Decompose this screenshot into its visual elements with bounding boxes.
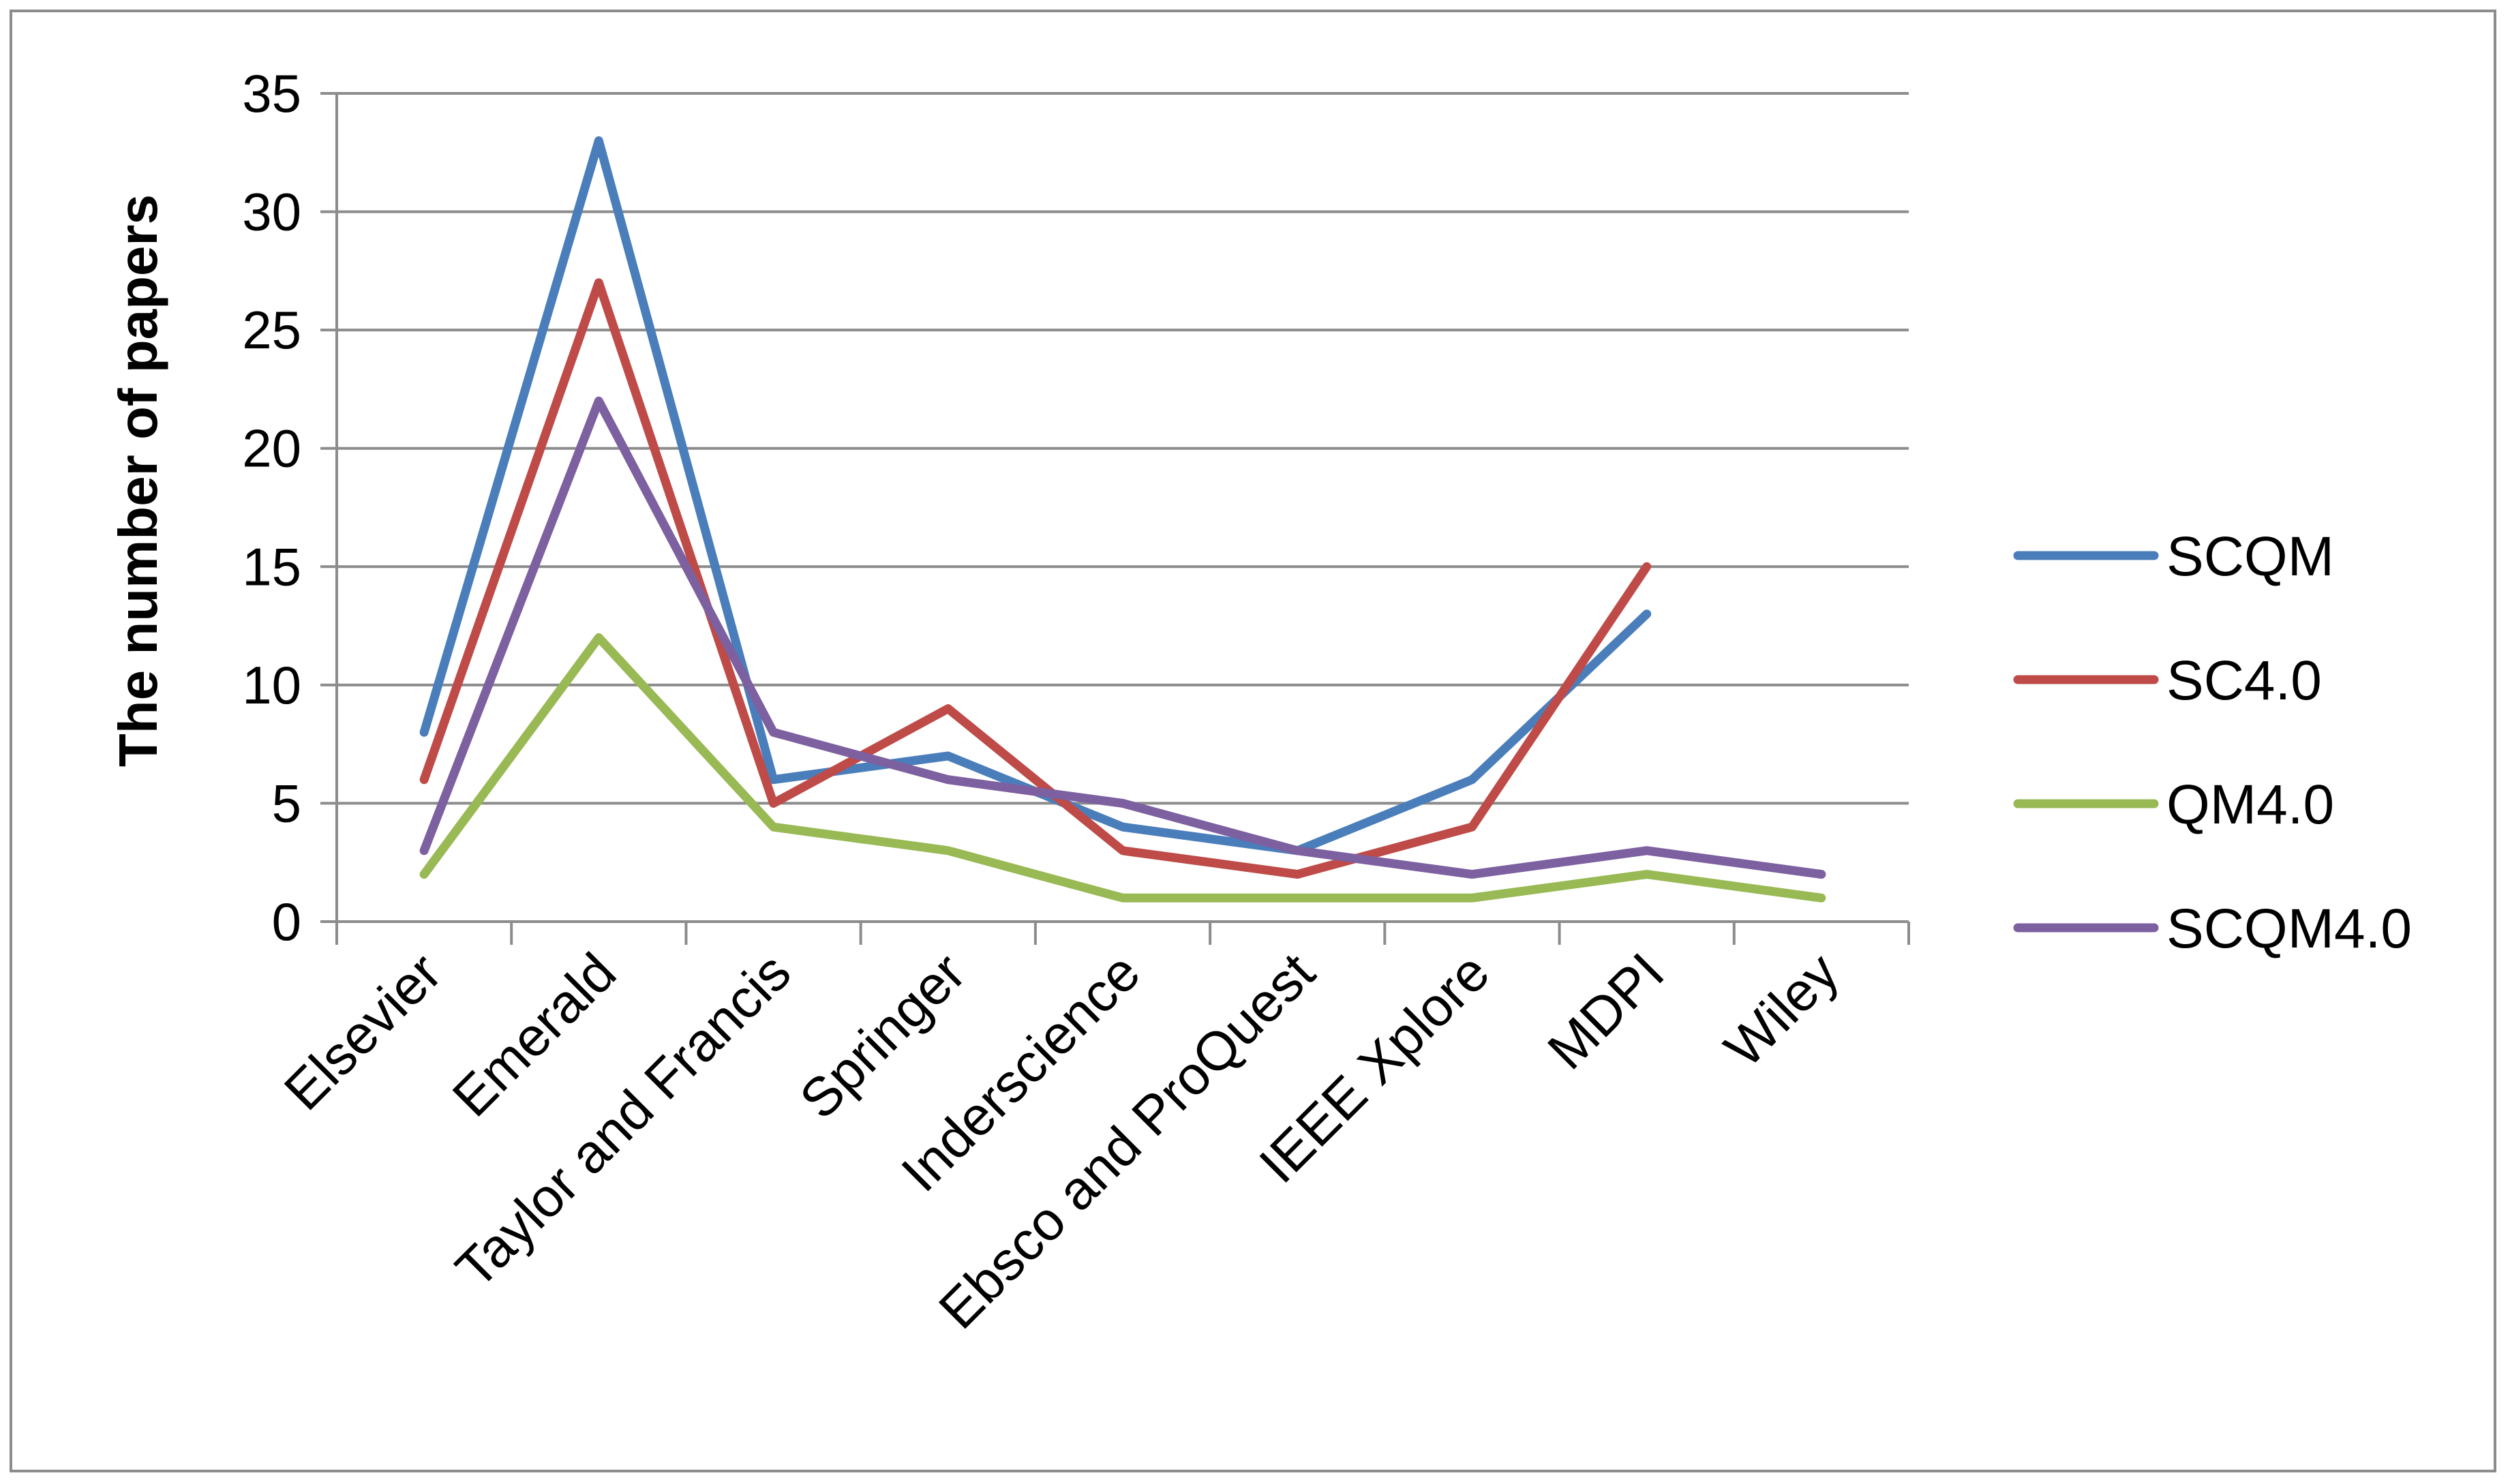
legend-label: SC4.0 [2166,650,2322,712]
y-tick-label: 35 [242,63,301,123]
series-line-scqm [419,136,1652,855]
x-tick-label: Elsevier [273,941,453,1121]
y-tick-label: 20 [242,419,301,479]
legend: SCQM SC4.0 QM4.0 SCQM4.0 [2013,526,2412,960]
legend-label: SCQM [2166,526,2334,588]
gridlines [337,92,1909,805]
x-tick-label: MDPI [1536,941,1675,1080]
y-tick-label: 30 [242,182,301,242]
y-tick-label: 10 [242,655,301,715]
y-tick-label: 0 [272,892,301,952]
y-tick-label: 15 [242,536,301,596]
y-tick-label: 5 [272,773,301,833]
x-tick-label: Wiley [1713,941,1850,1078]
series-line-scqm4-0 [419,396,1826,879]
y-tick-label: 25 [242,300,301,360]
y-axis-title: The number of papers [108,194,168,767]
series-lines [419,136,1826,903]
chart-frame [10,10,2496,1472]
axes [320,92,1910,945]
legend-label: SCQM4.0 [2166,898,2412,960]
x-tick-label: Taylor and Francis [444,941,802,1299]
series-line-sc4-0 [419,278,1652,879]
x-tick-label: Emerald [441,941,628,1128]
series-line-qm4-0 [419,633,1826,903]
legend-label: QM4.0 [2166,774,2334,836]
